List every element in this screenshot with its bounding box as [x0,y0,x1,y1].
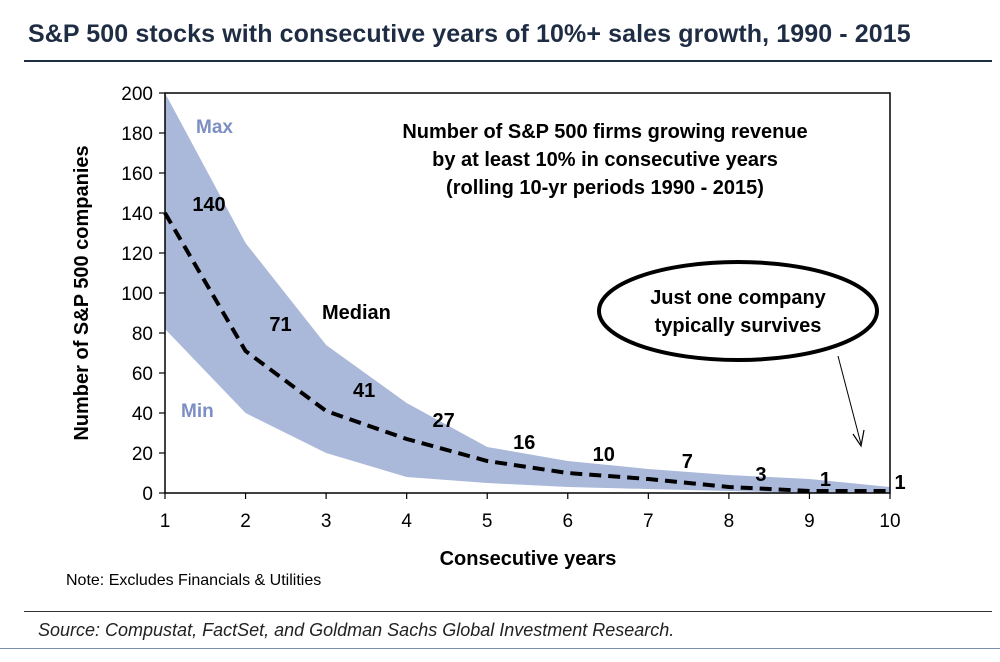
median-data-label: 71 [269,314,291,336]
median-data-label: 27 [433,410,455,432]
y-tick-label: 160 [121,164,153,185]
x-axis-label: Consecutive years [440,548,617,570]
x-tick-label: 9 [804,511,815,532]
x-tick-label: 1 [160,511,171,532]
y-tick-label: 180 [121,124,153,145]
y-tick-label: 100 [121,284,153,305]
x-tick-label: 3 [321,511,332,532]
y-tick-label: 60 [132,364,153,385]
y-tick-label: 200 [121,84,153,105]
x-tick-label: 10 [879,511,900,532]
y-tick-label: 120 [121,244,153,265]
callout-bubble [597,260,879,362]
series-label-median: Median [322,302,391,324]
y-tick-label: 0 [142,484,153,505]
annotation-title-line-2: by at least 10% in consecutive years [432,149,778,171]
footer-rule-bottom [0,648,1000,649]
median-data-label: 16 [513,432,535,454]
median-line [163,211,890,493]
median-data-label: 3 [755,464,766,486]
median-data-label: 41 [353,380,375,402]
band-label-min: Min [181,401,214,422]
callout-line-1: Just one company [650,287,826,309]
median-data-label: 10 [593,444,615,466]
band-label-max: Max [196,117,233,138]
callout-line-2: typically survives [655,315,822,337]
title-rule [24,60,992,62]
x-tick-label: 7 [643,511,654,532]
chart-title: S&P 500 stocks with consecutive years of… [28,20,911,48]
x-tick-label: 2 [240,511,251,532]
footnote: Note: Excludes Financials & Utilities [66,572,322,589]
annotation-title-line-1: Number of S&P 500 firms growing revenue [402,121,807,143]
median-data-label: 7 [682,451,693,473]
y-tick-label: 80 [132,324,153,345]
x-tick-label: 5 [482,511,493,532]
x-tick-label: 4 [401,511,412,532]
range-band [165,93,890,493]
x-tick-label: 8 [724,511,735,532]
callout-arrow-head [852,429,865,448]
median-data-label: 1 [894,472,905,494]
y-tick-label: 20 [132,444,153,465]
y-axis-label: Number of S&P 500 companies [71,145,93,440]
y-tick-label: 140 [121,204,153,225]
x-tick-label: 6 [562,511,573,532]
source-line: Source: Compustat, FactSet, and Goldman … [38,620,675,640]
median-data-label: 1 [820,469,831,491]
median-data-label: 140 [192,194,225,216]
y-tick-label: 40 [132,404,153,425]
annotation-title-line-3: (rolling 10-yr periods 1990 - 2015) [446,177,764,199]
callout-arrow [837,355,862,445]
footer-rule [24,611,992,612]
